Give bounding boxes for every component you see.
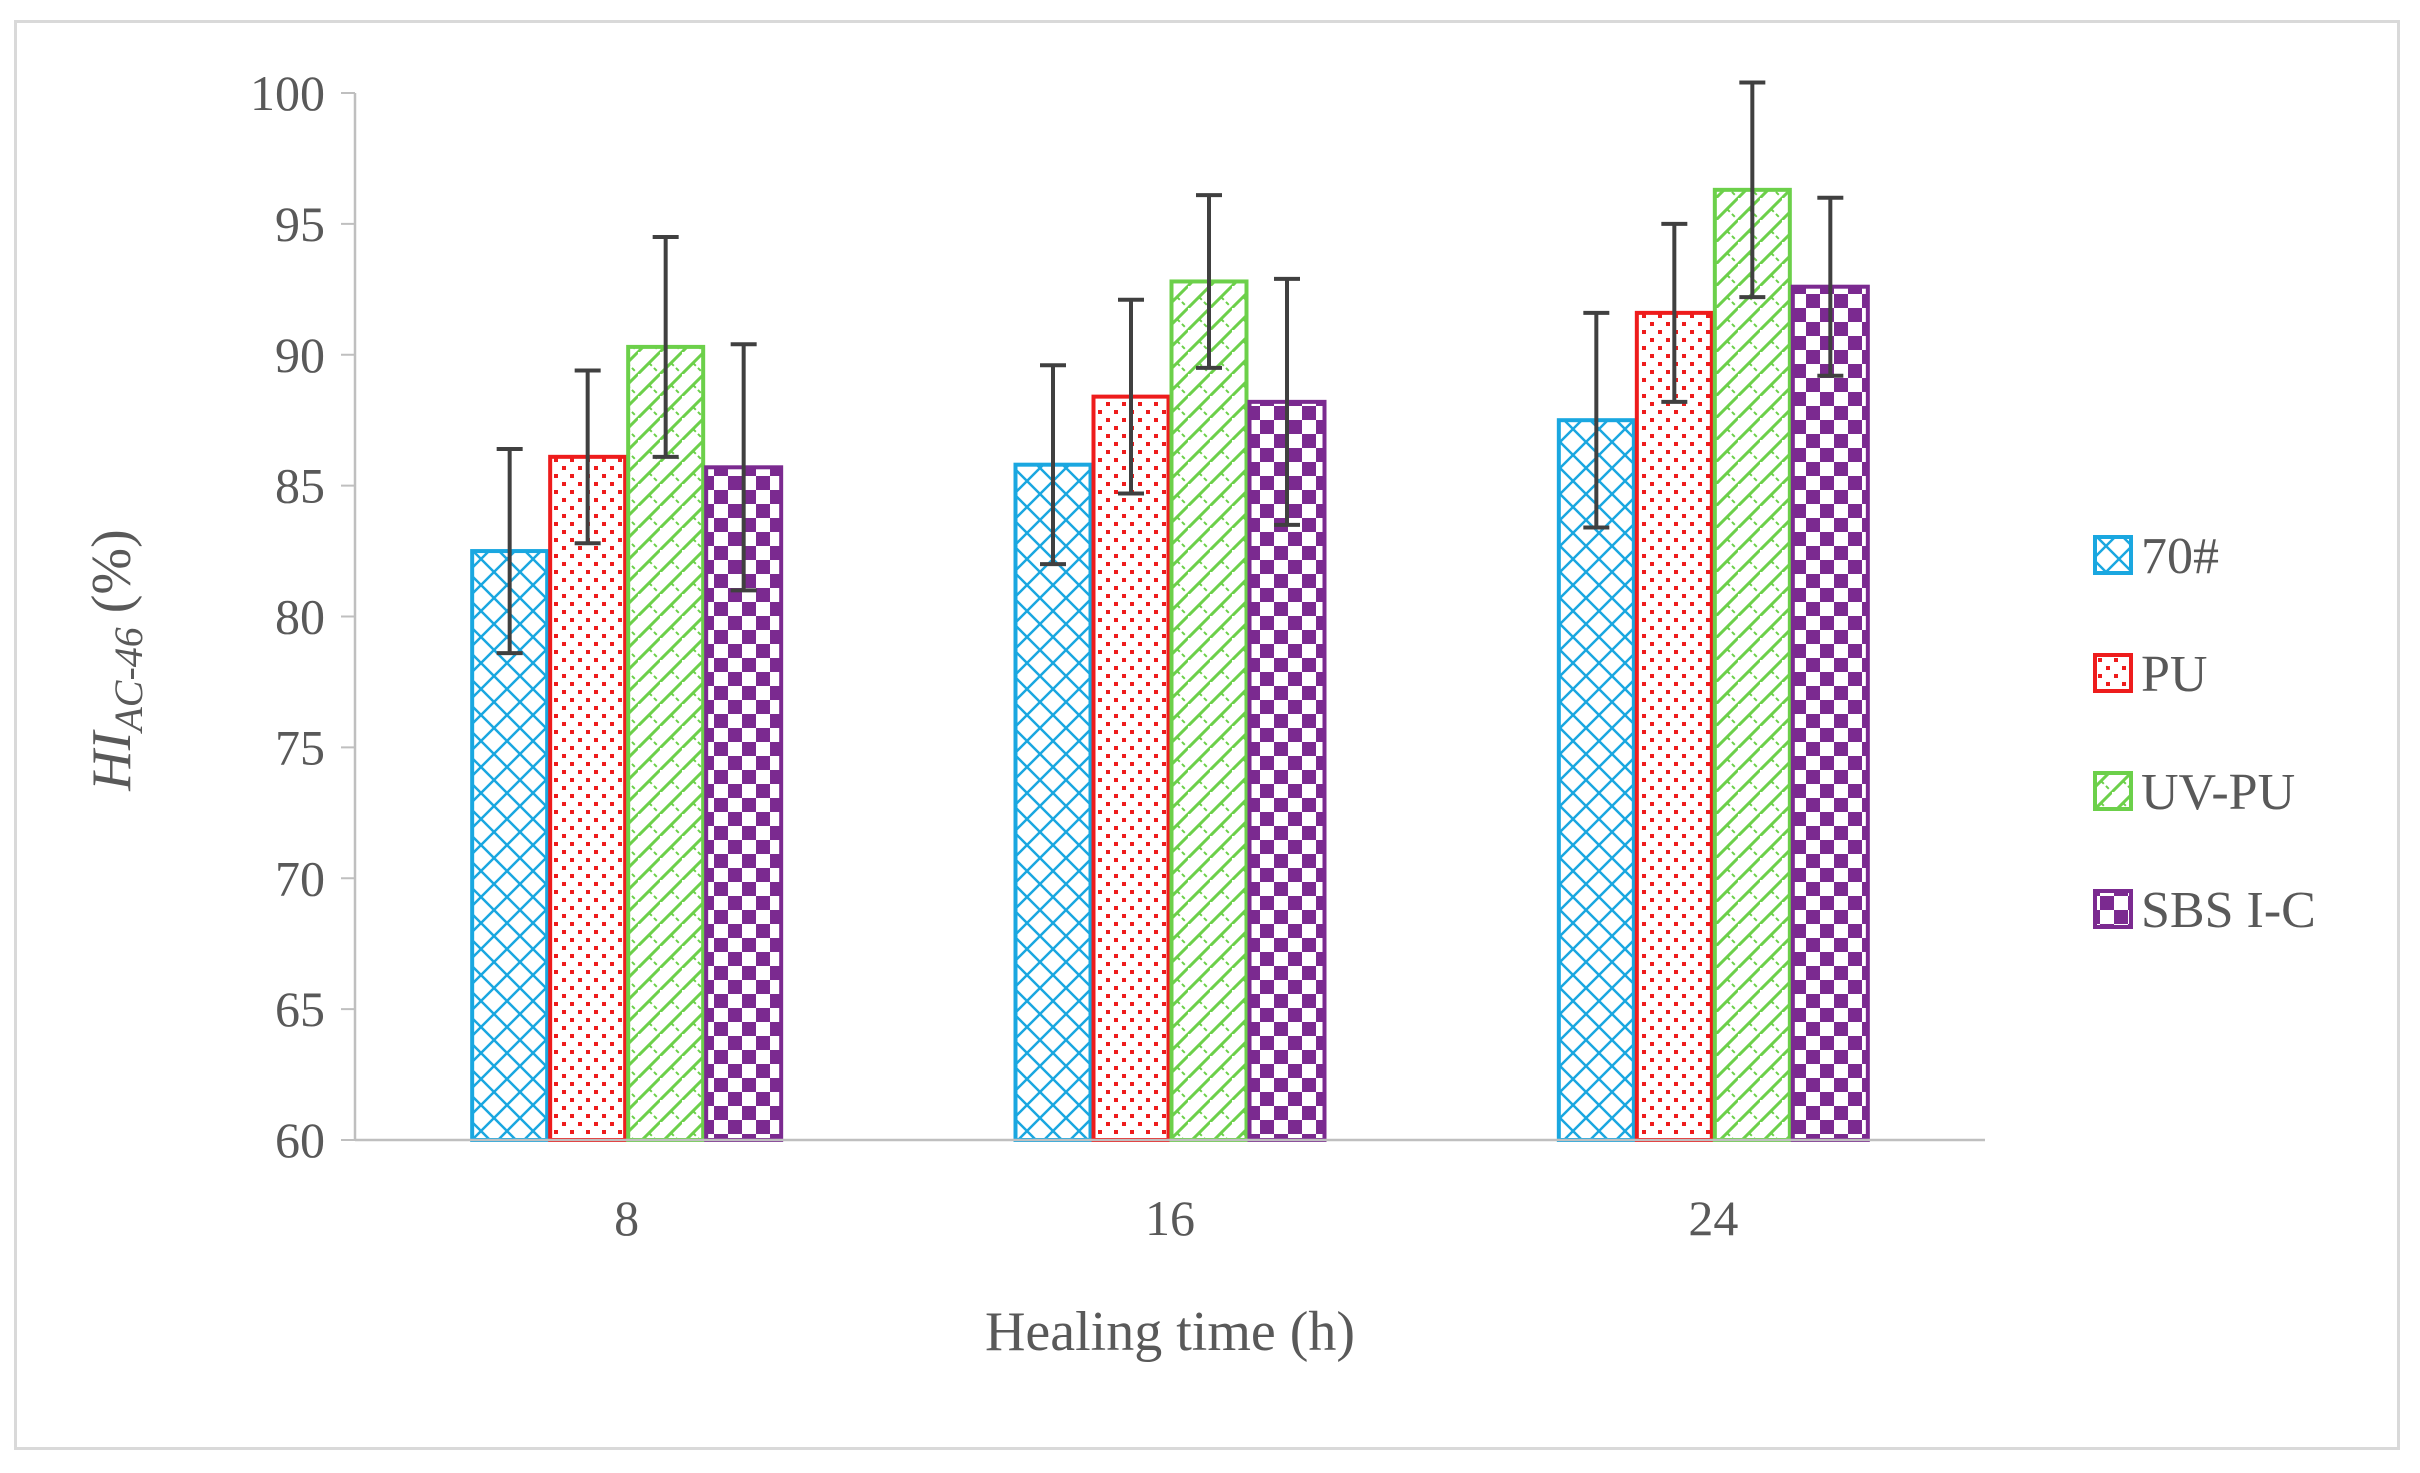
legend-label: 70# (2141, 528, 2219, 585)
bar-dots-8 (548, 454, 628, 1142)
y-tick-label: 70 (275, 850, 325, 906)
y-tick-label: 95 (275, 196, 325, 252)
x-tick-label: 24 (1688, 1190, 1738, 1246)
legend-label: PU (2141, 646, 2207, 703)
legend-swatch (2093, 653, 2133, 693)
y-axis-title-suffix: (%) (81, 529, 143, 627)
y-tick-label: 75 (275, 719, 325, 775)
bar-dots-16 (1091, 394, 1171, 1142)
x-axis-title: Healing time (h) (985, 1301, 1355, 1363)
bar-diagonal-8 (626, 344, 706, 1142)
bar-dots-24 (1634, 310, 1714, 1142)
bar-checker-24 (1790, 284, 1870, 1142)
y-tick-label: 80 (275, 589, 325, 645)
legend-label: UV-PU (2141, 764, 2295, 821)
legend-swatch (2093, 535, 2133, 575)
y-tick-label: 90 (275, 327, 325, 383)
legend-swatch (2093, 889, 2133, 929)
y-tick-label: 85 (275, 458, 325, 514)
bar-diagonal-24 (1712, 187, 1792, 1143)
y-tick-label: 65 (275, 981, 325, 1037)
y-axis-title-main: HI (81, 729, 143, 791)
svg-text:HIAC-46 (%): HIAC-46 (%) (81, 529, 151, 791)
y-tick-label: 60 (275, 1112, 325, 1168)
x-tick-label: 16 (1145, 1190, 1195, 1246)
y-axis-title-sub: AC-46 (106, 627, 151, 734)
y-tick-label: 100 (250, 65, 325, 121)
legend-label: SBS I-C (2141, 882, 2316, 939)
legend-swatch (2093, 771, 2133, 811)
bar-diagonal-16 (1169, 279, 1249, 1142)
x-tick-label: 8 (614, 1190, 639, 1246)
y-axis-title: HIAC-46 (%) (81, 529, 151, 791)
legend: 70# PU UV-PU SBS I-C (2093, 528, 2316, 939)
